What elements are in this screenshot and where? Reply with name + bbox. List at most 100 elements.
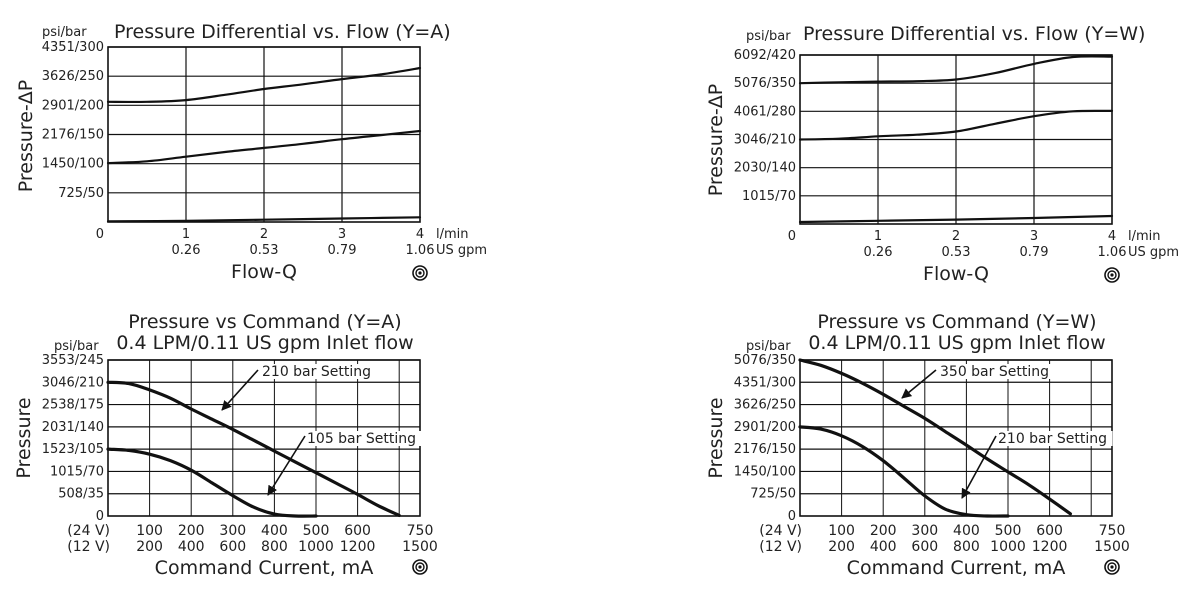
y-tick-label: 2538/175 <box>42 398 104 413</box>
y-tick-label: 1015/70 <box>742 189 796 204</box>
chart-title: Pressure vs Command (Y=A) <box>128 311 401 333</box>
series-line-2 <box>798 425 1010 518</box>
x-tick-label-secondary: 0.79 <box>1020 245 1049 260</box>
x-tick-label-12v: 1000 <box>990 539 1026 555</box>
x-unit-secondary: US gpm <box>436 243 487 258</box>
y-axis-label: Pressure-ΔP <box>705 84 727 196</box>
x-unit-primary: l/min <box>436 227 469 242</box>
x-tick-label: 2 <box>260 227 268 242</box>
x-axis-label: Command Current, mA <box>155 557 374 579</box>
x-axis-label: Flow-Q <box>231 261 297 283</box>
y-tick-label: 508/35 <box>58 487 104 502</box>
series-line-1 <box>798 55 1114 85</box>
x-tick-label-12v: 800 <box>261 539 288 555</box>
y-tick-label: 1523/105 <box>42 442 104 457</box>
x-tick-label: 2 <box>952 229 960 244</box>
annotation-backdrop <box>939 364 1055 379</box>
x-tick-label-12v: 1200 <box>340 539 376 555</box>
target-ring <box>1104 559 1120 575</box>
y-unit-label: psi/bar <box>746 339 791 354</box>
x-tick-label-12v: 600 <box>219 539 246 555</box>
chart-subtitle: 0.4 LPM/0.11 US gpm Inlet flow <box>116 332 413 354</box>
x-tick-label-24v: 750 <box>407 523 434 539</box>
annotation-arrow <box>901 369 937 399</box>
annotation-label: 105 bar Setting <box>307 431 416 447</box>
y-tick-label: 6092/420 <box>734 48 796 63</box>
x-tick-label-12v: 1200 <box>1032 539 1068 555</box>
y-tick-label: 2901/200 <box>42 98 104 113</box>
chart-title: Pressure vs Command (Y=W) <box>817 311 1096 333</box>
annotation-backdrop <box>306 431 422 446</box>
x-tick-label-12v: 1000 <box>298 539 334 555</box>
x-tick-label-24v: 400 <box>953 523 980 539</box>
x-tick-label-24v: 100 <box>136 523 163 539</box>
x-tick-label-12v: (12 V) <box>67 539 110 555</box>
annotation-arrow <box>267 435 306 496</box>
x-tick-label-24v: 600 <box>1036 523 1063 539</box>
y-tick-label: 5076/350 <box>734 76 796 91</box>
annotation-arrow <box>221 369 259 411</box>
x-tick-label: 3 <box>1030 229 1038 244</box>
y-tick-label: 5076/350 <box>734 353 796 368</box>
x-tick-label-secondary: 1.06 <box>406 243 435 258</box>
annotation-arrow <box>961 435 997 499</box>
annotation-label: 210 bar Setting <box>262 364 371 380</box>
series-line-2 <box>798 109 1114 141</box>
x-tick-label-24v: 200 <box>870 523 897 539</box>
x-tick-label-24v: 400 <box>261 523 288 539</box>
y-axis-label: Pressure <box>705 397 727 478</box>
y-tick-label: 4351/300 <box>42 40 104 55</box>
x-tick-label-secondary: 1.06 <box>1098 245 1127 260</box>
x-tick-label-24v: 200 <box>178 523 205 539</box>
annotation-backdrop <box>261 364 377 379</box>
y-tick-label: 1450/100 <box>42 157 104 172</box>
y-zero-label: 0 <box>788 229 796 244</box>
x-tick-label-secondary: 0.26 <box>864 245 893 260</box>
y-unit-label: psi/bar <box>54 339 99 354</box>
x-tick-label-24v: 100 <box>828 523 855 539</box>
series-line-1 <box>106 380 401 517</box>
target-icon <box>1104 267 1120 283</box>
series-line-3 <box>798 214 1114 224</box>
x-tick-label-secondary: 0.26 <box>172 243 201 258</box>
y-unit-label: psi/bar <box>42 25 87 40</box>
x-tick-label-24v: (24 V) <box>67 523 110 539</box>
x-tick-label-12v: 400 <box>870 539 897 555</box>
y-tick-label: 3626/250 <box>734 398 796 413</box>
x-tick-label-24v: (24 V) <box>759 523 802 539</box>
y-tick-label: 4351/300 <box>734 375 796 390</box>
x-tick-label-12v: 400 <box>178 539 205 555</box>
y-tick-label: 1450/100 <box>734 464 796 479</box>
x-tick-label-12v: 200 <box>828 539 855 555</box>
x-tick-label: 1 <box>874 229 882 244</box>
x-axis-label: Flow-Q <box>923 263 989 285</box>
x-tick-label: 3 <box>338 227 346 242</box>
target-ring <box>1107 562 1117 572</box>
y-tick-label: 3553/245 <box>42 353 104 368</box>
target-ring <box>1104 267 1120 283</box>
y-tick-label: 3626/250 <box>42 69 104 84</box>
x-tick-label-24v: 500 <box>995 523 1022 539</box>
x-tick-label-12v: 1500 <box>1094 539 1130 555</box>
x-tick-label-24v: 750 <box>1099 523 1126 539</box>
series-line-1 <box>798 358 1072 516</box>
series-line-1 <box>106 66 422 104</box>
target-dot <box>418 271 422 275</box>
chart-title: Pressure Differential vs. Flow (Y=A) <box>114 21 451 43</box>
x-tick-label-12v: 800 <box>953 539 980 555</box>
x-axis-label: Command Current, mA <box>847 557 1066 579</box>
y-zero-label: 0 <box>788 509 796 524</box>
x-tick-label: 4 <box>416 227 424 242</box>
target-ring <box>412 265 428 281</box>
y-tick-label: 2176/150 <box>42 128 104 143</box>
annotation-backdrop <box>997 431 1113 446</box>
y-tick-label: 725/50 <box>750 487 796 502</box>
x-unit-primary: l/min <box>1128 229 1161 244</box>
x-tick-label: 1 <box>182 227 190 242</box>
y-axis-label: Pressure <box>13 397 35 478</box>
y-zero-label: 0 <box>96 509 104 524</box>
series-line-2 <box>106 129 422 165</box>
y-tick-label: 725/50 <box>58 186 104 201</box>
x-tick-label-secondary: 0.53 <box>250 243 279 258</box>
